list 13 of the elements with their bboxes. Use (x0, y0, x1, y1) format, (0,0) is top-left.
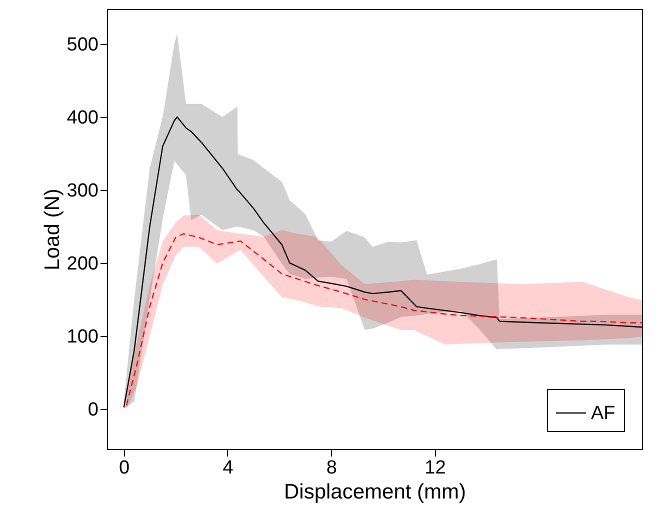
y-tick-label: 300 (66, 180, 98, 202)
y-tick-label: 200 (66, 253, 98, 274)
x-tick-label: 4 (222, 458, 234, 478)
x-axis-title: Displacement (mm) (284, 480, 466, 504)
y-tick-label: 0 (88, 399, 98, 420)
y-tick-label: 400 (66, 107, 98, 128)
x-tick-label: 0 (119, 458, 130, 478)
legend-label: AF (591, 403, 616, 424)
y-axis-title: Load (N) (40, 188, 64, 270)
y-tick-label: 100 (66, 326, 98, 348)
x-tick-label: 8 (326, 458, 337, 478)
x-tick-label: 12 (424, 458, 446, 478)
y-tick-label: 500 (66, 34, 98, 56)
